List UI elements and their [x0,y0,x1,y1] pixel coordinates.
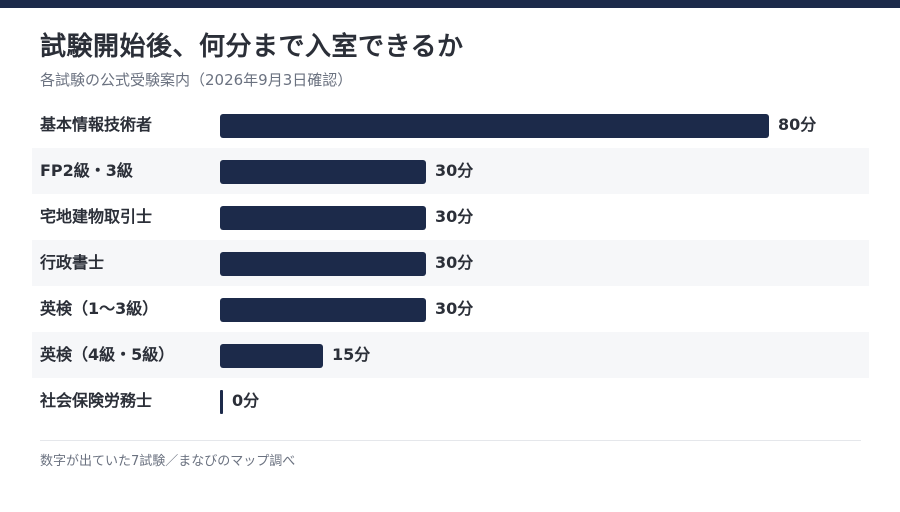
chart-row: FP2級・3級 30分 [32,148,869,194]
chart-title: 試験開始後、何分まで入室できるか [40,32,464,62]
chart-row: 英検（1〜3級） 30分 [32,286,869,332]
footer-divider [40,440,861,441]
value-label: 0分 [232,391,260,410]
bar [220,390,223,414]
bar [220,344,323,368]
category-label: 英検（4級・5級） [40,345,175,364]
category-label: 社会保険労務士 [40,391,153,410]
value-label: 30分 [435,299,474,318]
category-label: 宅地建物取引士 [40,207,153,226]
chart-row: 宅地建物取引士 30分 [32,194,869,240]
chart-row: 社会保険労務士 0分 [32,378,869,424]
chart-row: 英検（4級・5級） 15分 [32,332,869,378]
chart-row: 基本情報技術者 80分 [32,102,869,148]
chart-subtitle: 各試験の公式受験案内（2026年9月3日確認） [40,71,353,89]
value-label: 15分 [332,345,371,364]
value-label: 30分 [435,161,474,180]
bar-chart: 基本情報技術者 80分 FP2級・3級 30分 宅地建物取引士 30分 行政書士 30分 英検（… [32,102,869,424]
value-label: 30分 [435,253,474,272]
top-accent-bar [0,0,900,8]
chart-footnote: 数字が出ていた7試験／まなびのマップ調べ [40,454,296,469]
value-label: 30分 [435,207,474,226]
category-label: 基本情報技術者 [40,115,153,134]
value-label: 80分 [778,115,817,134]
bar [220,160,426,184]
bar [220,252,426,276]
chart-row: 行政書士 30分 [32,240,869,286]
bar [220,114,769,138]
category-label: 行政書士 [40,253,105,272]
category-label: 英検（1〜3級） [40,299,159,318]
category-label: FP2級・3級 [40,161,133,180]
bar [220,206,426,230]
bar [220,298,426,322]
